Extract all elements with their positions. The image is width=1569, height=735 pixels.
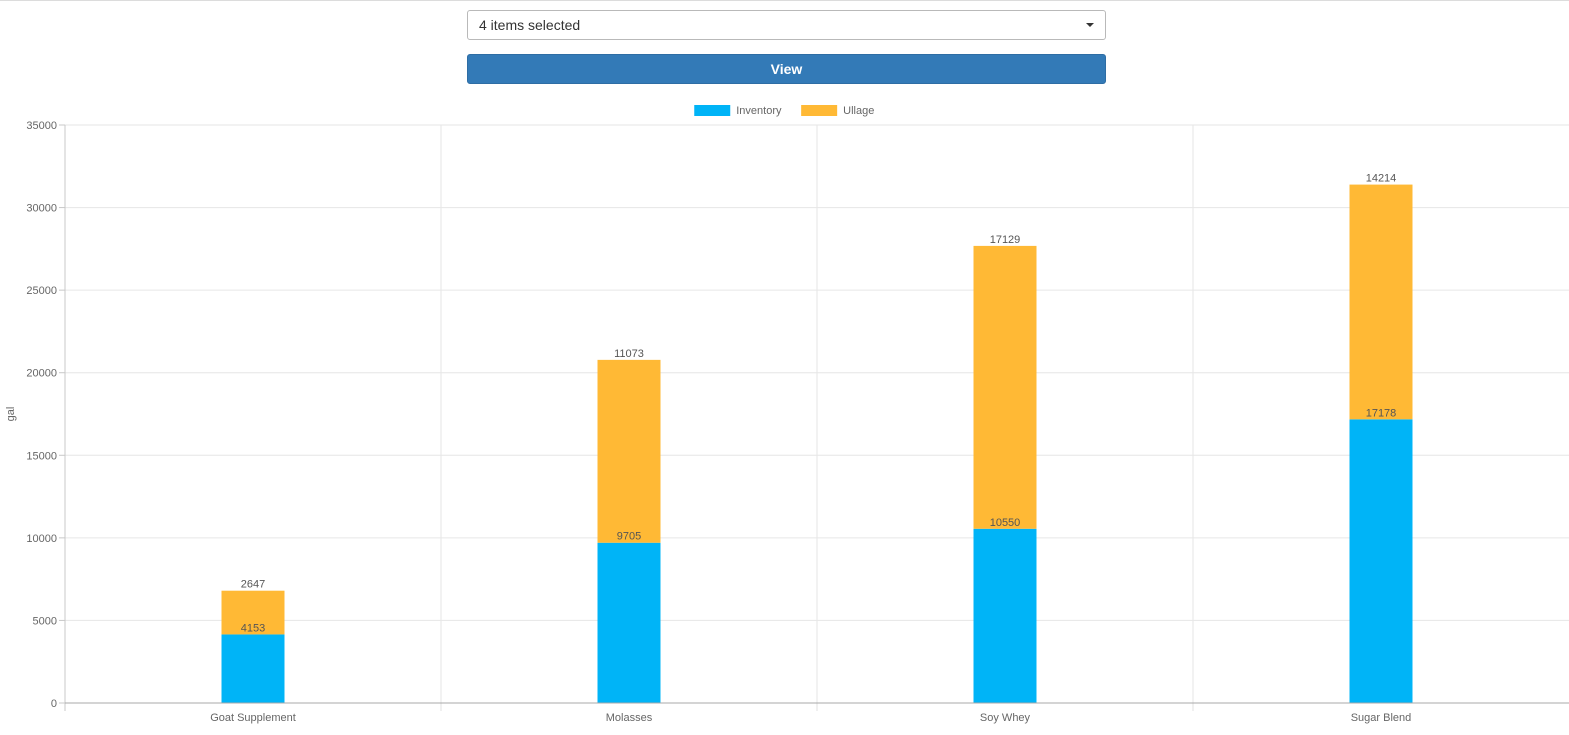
bar-inventory-3: [973, 528, 1037, 703]
data-label-ullage: 14214: [1366, 173, 1397, 185]
x-tick-label: Soy Whey: [980, 712, 1031, 724]
legend-item-inventory[interactable]: Inventory: [694, 105, 782, 117]
chart-axes: 0 5000 10000 15000 20000 25000 30000 35000 gal Go…: [5, 120, 1569, 724]
legend-item-ullage[interactable]: Ullage: [801, 105, 874, 117]
legend-swatch: [801, 105, 838, 116]
legend-label: Ullage: [843, 105, 874, 117]
chart-legend[interactable]: Inventory Ullage: [694, 105, 874, 117]
data-label-ullage: 17129: [990, 234, 1021, 246]
data-label-inventory: 17178: [1366, 407, 1397, 419]
chart-gridlines: [65, 124, 1569, 703]
item-multiselect[interactable]: 4 items selected: [467, 10, 1106, 40]
y-tick-label: 35000: [26, 120, 57, 132]
chart-data-labels: 4153 2647 9705 11073 10550 17129 17178 14214: [241, 173, 1397, 635]
data-label-inventory: 4153: [241, 622, 265, 634]
y-tick-label: 20000: [26, 368, 57, 380]
multiselect-value: 4 items selected: [479, 17, 581, 33]
x-tick-label: Goat Supplement: [210, 712, 296, 724]
y-tick-label: 10000: [26, 533, 57, 545]
bar-ullage-4: [1349, 184, 1413, 420]
data-label-inventory: 10550: [990, 517, 1021, 529]
bar-inventory-2: [597, 542, 661, 703]
bar-ullage-2: [597, 359, 661, 543]
data-label-inventory: 9705: [617, 531, 641, 543]
data-label-ullage: 11073: [614, 348, 644, 360]
y-axis-title: gal: [5, 407, 17, 422]
legend-swatch: [694, 105, 731, 116]
stacked-bar-chart: 0 5000 10000 15000 20000 25000 30000 35000 gal Go…: [5, 105, 1569, 724]
legend-label: Inventory: [736, 105, 782, 117]
bar-inventory-4: [1349, 419, 1413, 703]
y-tick-label: 30000: [26, 203, 57, 215]
y-tick-label: 0: [51, 698, 57, 710]
data-label-ullage: 2647: [241, 579, 265, 591]
y-tick-label: 15000: [26, 450, 57, 462]
y-tick-label: 5000: [33, 615, 57, 627]
x-tick-label: Molasses: [606, 712, 653, 724]
x-tick-label: Sugar Blend: [1351, 712, 1412, 724]
view-button[interactable]: View: [467, 54, 1106, 84]
bar-ullage-3: [973, 245, 1037, 529]
chart-bars: [221, 184, 1413, 703]
top-divider: [0, 0, 1569, 1]
bar-inventory-1: [221, 634, 285, 703]
y-tick-label: 25000: [26, 285, 57, 297]
chevron-down-icon[interactable]: [1086, 23, 1094, 27]
bar-ullage-1: [221, 590, 285, 635]
